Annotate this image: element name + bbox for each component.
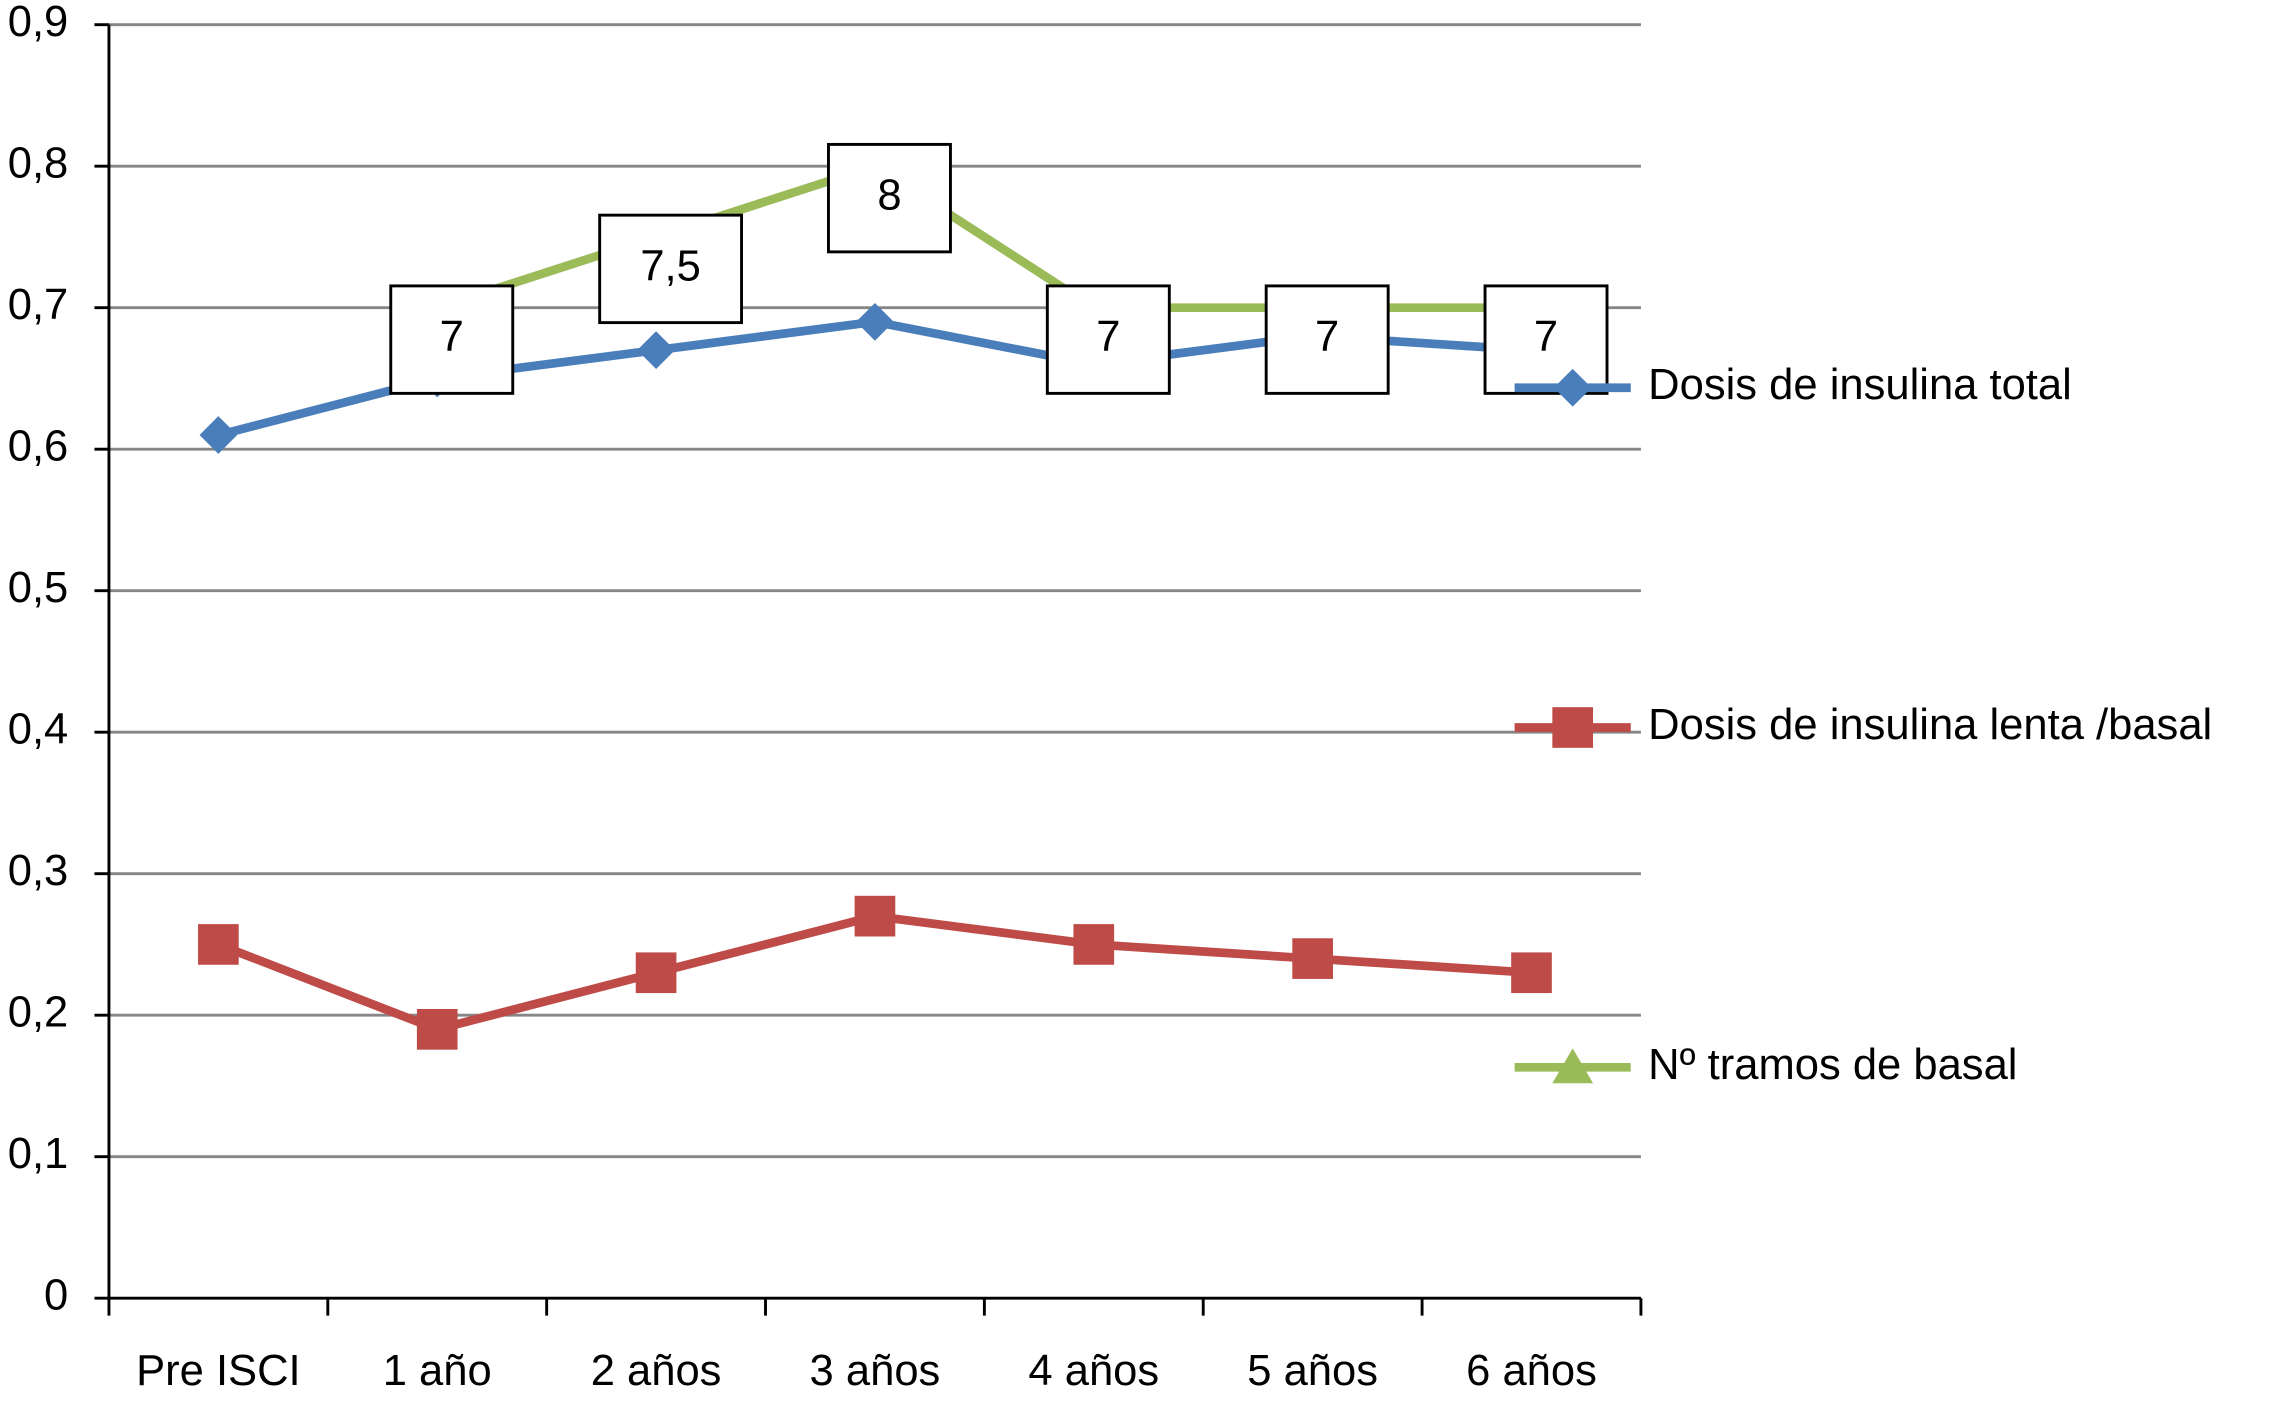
- y-tick-label: 0,5: [8, 564, 69, 612]
- marker: [856, 302, 894, 341]
- data-label-group: 7: [1483, 284, 1609, 395]
- legend-label: Dosis de insulina total: [1648, 361, 2072, 409]
- y-tick-label: 0,4: [8, 706, 69, 754]
- marker: [199, 416, 238, 454]
- y-tick-label: 0: [44, 1272, 68, 1320]
- marker: [198, 924, 239, 965]
- x-tick-label: Pre ISCI: [136, 1347, 301, 1395]
- legend-marker: [1552, 1048, 1594, 1084]
- data-label-group: 8: [827, 142, 952, 254]
- marker: [637, 331, 675, 370]
- data-label-group: 7: [389, 284, 515, 395]
- data-label-group: 7: [1264, 284, 1390, 395]
- data-label: 7: [1315, 313, 1339, 361]
- y-tick-label: 0,1: [8, 1130, 69, 1178]
- y-tick-label: 0,6: [8, 423, 69, 471]
- data-label-box: [389, 284, 515, 395]
- marker: [1511, 952, 1552, 994]
- data-label-box: [1045, 284, 1171, 395]
- x-tick-label: 5 años: [1247, 1347, 1378, 1395]
- y-tick-label: 0,8: [8, 140, 69, 188]
- data-label: 7: [440, 313, 464, 361]
- y-tick-label: 0,2: [8, 989, 69, 1037]
- legend-label: Nº tramos de basal: [1648, 1041, 2017, 1089]
- x-tick-label: 3 años: [810, 1347, 941, 1395]
- y-tick-label: 0,3: [8, 847, 69, 895]
- legend-marker: [1553, 368, 1592, 407]
- y-tick-label: 0,9: [8, 0, 69, 46]
- data-label: 7,5: [640, 242, 701, 290]
- legend-label: Dosis de insulina lenta /basal: [1648, 701, 2212, 749]
- marker: [1292, 938, 1333, 979]
- x-tick-label: 2 años: [591, 1347, 722, 1395]
- data-label-group: 7: [1045, 284, 1171, 395]
- legend-marker: [1552, 707, 1594, 748]
- marker: [854, 895, 896, 937]
- x-tick-label: 1 año: [383, 1347, 492, 1395]
- data-label: 8: [877, 172, 901, 220]
- x-tick-label: 6 años: [1466, 1347, 1597, 1395]
- marker: [1073, 924, 1115, 965]
- marker: [416, 1009, 458, 1050]
- data-label-box: [1483, 284, 1609, 395]
- data-label-box: [1264, 284, 1390, 395]
- x-tick-label: 4 años: [1028, 1347, 1159, 1395]
- data-label-box: [827, 142, 952, 254]
- data-label: 7: [1534, 313, 1558, 361]
- marker: [635, 952, 677, 994]
- data-label-group: 7,5: [598, 213, 743, 325]
- y-tick-label: 0,7: [8, 281, 69, 329]
- data-label-box: [598, 213, 743, 325]
- data-label: 7: [1096, 313, 1120, 361]
